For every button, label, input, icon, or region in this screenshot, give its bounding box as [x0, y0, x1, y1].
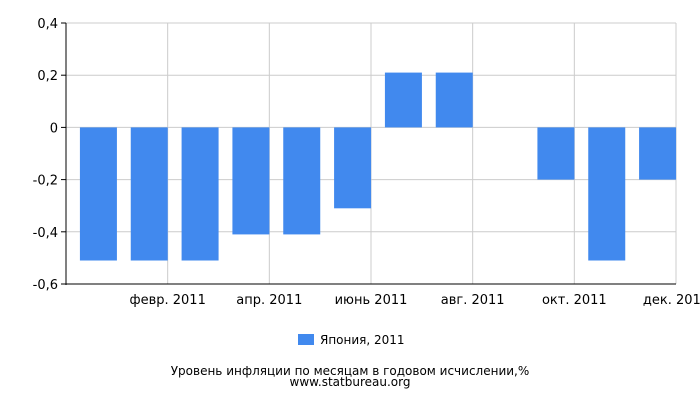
x-tick-label: июнь 2011	[335, 293, 408, 308]
legend-label: Япония, 2011	[320, 333, 405, 347]
bar	[283, 127, 321, 235]
axes	[61, 22, 676, 285]
x-tick-label: февр. 2011	[129, 293, 205, 308]
chart-caption-title: Уровень инфляции по месяцам в годовом ис…	[170, 364, 530, 378]
x-tick-label: авг. 2011	[441, 293, 505, 308]
bars	[79, 72, 677, 261]
chart-caption-source: www.statbureau.org	[289, 375, 411, 389]
y-tick-label: -0,2	[33, 174, 58, 189]
x-tick-label: окт. 2011	[542, 293, 607, 308]
bar	[384, 72, 422, 128]
y-tick-label: 0,4	[37, 17, 58, 32]
bar	[181, 127, 219, 261]
bar	[435, 72, 473, 128]
y-tick-label: -0,4	[33, 226, 58, 241]
legend: Япония, 2011	[298, 333, 405, 347]
bar	[537, 127, 575, 180]
bar	[334, 127, 372, 209]
bar	[639, 127, 677, 180]
x-axis-ticks: февр. 2011 апр. 2011 июнь 2011 авг. 2011 окт…	[129, 293, 700, 308]
y-tick-label: 0	[50, 121, 58, 136]
x-tick-label: дек. 2011	[643, 293, 700, 308]
y-tick-label: 0,2	[37, 69, 58, 84]
y-axis-ticks: 0,4 0,2 0 -0,2 -0,4 -0,6	[33, 17, 58, 293]
bar	[588, 127, 626, 261]
bar	[130, 127, 168, 261]
legend-swatch	[298, 334, 314, 345]
y-tick-label: -0,6	[33, 278, 58, 293]
x-tick-label: апр. 2011	[236, 293, 302, 308]
bar	[79, 127, 117, 261]
bar	[232, 127, 270, 235]
